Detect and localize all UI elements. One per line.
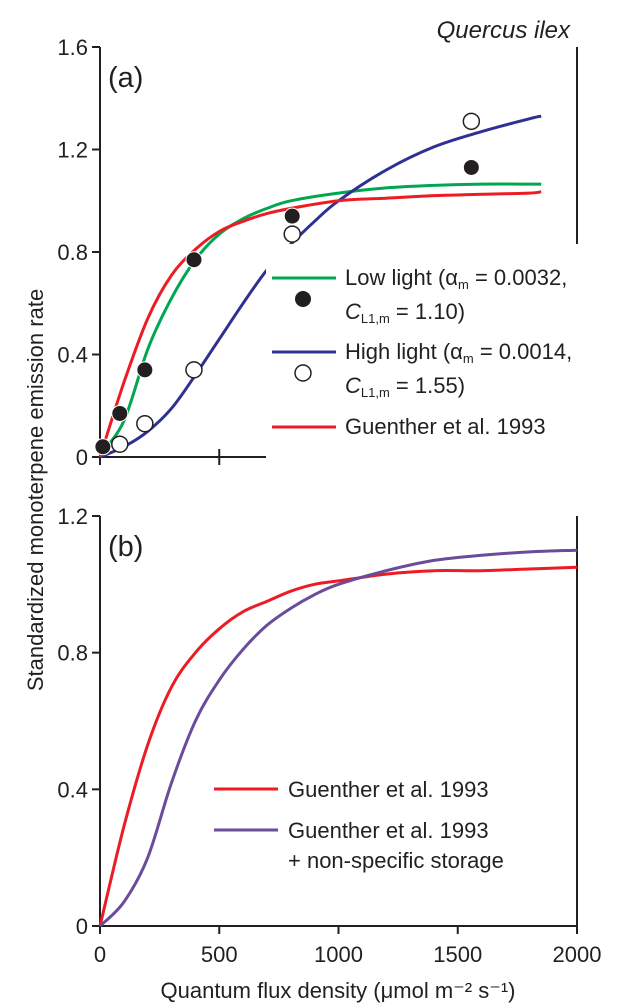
data-point-filled — [185, 251, 203, 269]
data-point-filled — [136, 361, 154, 379]
panel-label: (a) — [108, 62, 143, 94]
legend-label-line1: Low light (αm = 0.0032, — [345, 265, 567, 292]
legend-label: Guenther et al. 1993 — [345, 414, 546, 439]
legend-label-line1: High light (αm = 0.0014, — [345, 339, 572, 366]
x-tick-label: 2000 — [553, 942, 602, 967]
panel-label: (b) — [108, 531, 143, 563]
species-title: Quercus ilex — [437, 17, 571, 44]
legend-marker-filled — [295, 291, 311, 307]
legend-label: Guenther et al. 1993 — [288, 777, 489, 802]
data-point-filled — [283, 207, 301, 225]
legend-label-line2: + non-specific storage — [288, 848, 504, 873]
data-point-open — [111, 435, 129, 453]
x-tick-label: 0 — [94, 942, 106, 967]
y-tick-label: 0.8 — [57, 641, 88, 666]
y-tick-label: 0.4 — [57, 343, 88, 368]
y-tick-label: 0 — [76, 445, 88, 470]
data-point-filled — [111, 404, 129, 422]
legend-background — [266, 244, 586, 466]
x-axis-title: Quantum flux density (μmol m⁻² s⁻¹) — [161, 978, 516, 1003]
series-line — [98, 190, 542, 458]
y-axis-title: Standardized monoterpene emission rate — [23, 289, 48, 691]
legend-label-line1: Guenther et al. 1993 — [288, 818, 489, 843]
panel-a: 0 0.4 0.8 1.2 1.6 (a) Low light (αm = 0.0032, C… — [57, 35, 586, 470]
data-point-open — [136, 414, 154, 433]
legend-marker-open — [294, 364, 312, 382]
data-point-filled — [94, 438, 112, 456]
series-line — [98, 182, 542, 456]
y-tick-label: 0.4 — [57, 777, 88, 802]
data-point-open — [283, 225, 301, 243]
x-tick-label: 500 — [201, 942, 238, 967]
y-tick-label: 0 — [76, 914, 88, 939]
y-tick-label: 1.2 — [57, 504, 88, 529]
data-point-filled — [462, 158, 480, 176]
legend: Guenther et al. 1993 Guenther et al. 1993… — [214, 777, 504, 873]
series-line — [98, 565, 578, 927]
series-line — [98, 548, 578, 928]
y-tick-label: 1.2 — [57, 138, 88, 163]
data-point-open — [462, 112, 481, 131]
panel-b: 0 0.4 0.8 1.2 0 500 1000 1500 2000 (b) Guenther et… — [57, 504, 601, 967]
x-tick-label: 1000 — [314, 942, 363, 967]
y-tick-label: 1.6 — [57, 35, 88, 60]
data-point-open — [185, 361, 203, 379]
legend-label-line2: CL1,m = 1.10) — [345, 299, 465, 326]
legend-label-line2: CL1,m = 1.55) — [345, 373, 465, 400]
x-tick-label: 1500 — [433, 942, 482, 967]
legend: Low light (αm = 0.0032, CL1,m = 1.10) High… — [266, 244, 586, 466]
y-tick-label: 0.8 — [57, 240, 88, 265]
